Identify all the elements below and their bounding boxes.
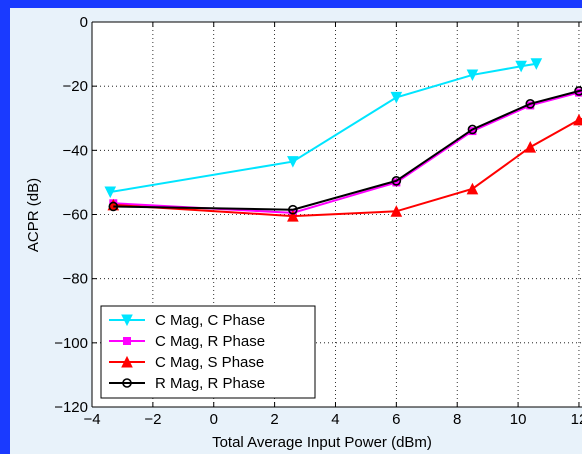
series-group [104,58,582,222]
data-point [391,176,402,186]
data-point [287,209,299,222]
data-point [108,201,119,212]
legend-label: C Mag, S Phase [155,354,264,371]
x-tick-label: −2 [144,411,161,428]
data-point [287,156,299,168]
data-point [104,186,117,199]
data-point [466,69,479,82]
data-point [574,86,582,96]
series-line [113,89,582,211]
x-tick-label: 12 [571,411,582,428]
legend-marker [121,314,133,327]
series-3 [108,86,582,215]
data-point [573,113,582,126]
x-tick-label: 2 [270,411,278,428]
data-point [525,99,536,109]
x-tick-label: 0 [210,411,218,428]
x-tick-label: 8 [453,411,461,428]
legend-label: R Mag, R Phase [155,375,265,392]
legend-marker [123,337,131,345]
y-tick-label: −40 [63,142,88,159]
y-tick-label: −100 [54,335,88,352]
legend: C Mag, C Phase C Mag, R Phase C Mag, S Pha… [100,305,316,399]
legend-marker [122,378,132,388]
grid-lines [92,22,582,407]
y-tick-label: −120 [54,399,88,416]
data-point [530,58,543,70]
y-tick-label: −20 [63,78,88,95]
x-ticks: −4 −2 0 2 4 6 8 10 12 [83,22,582,428]
x-tick-label: 6 [392,411,400,428]
x-tick-label: 4 [331,411,339,428]
y-axis-label: ACPR (dB) [25,178,42,252]
y-tick-label: −60 [63,207,88,224]
x-tick-label: −4 [83,411,100,428]
data-point [467,124,478,135]
legend-label: C Mag, R Phase [155,333,265,350]
data-point [524,141,537,153]
y-tick-label: 0 [80,14,88,31]
x-tick-label: 10 [510,411,527,428]
data-point [288,204,298,215]
data-point [390,91,403,104]
data-point [390,205,403,217]
y-tick-label: −80 [63,271,88,288]
series-0 [104,58,543,199]
series-2 [107,113,582,222]
data-point [466,182,479,195]
y-ticks: −120 −100 −80 −60 −40 −20 0 [54,14,97,416]
data-point [515,60,527,73]
x-axis-label: Total Average Input Power (dBm) [212,434,432,451]
legend-label: C Mag, C Phase [155,312,265,329]
legend-marker [121,355,133,368]
